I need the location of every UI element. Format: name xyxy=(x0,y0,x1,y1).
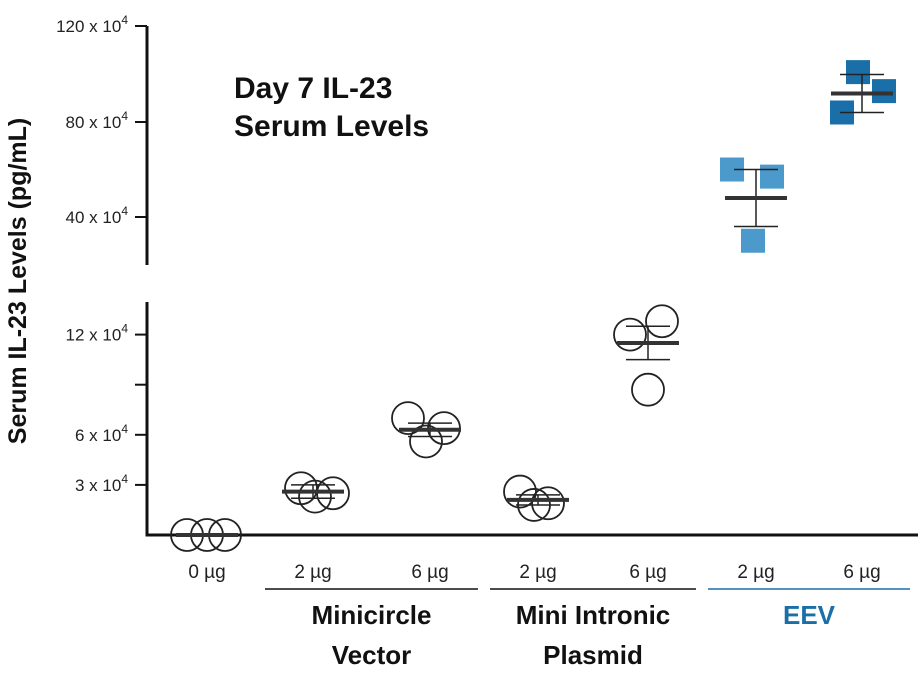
group-label-0-line-0: Minicircle xyxy=(312,600,432,630)
axes xyxy=(145,26,918,537)
x-category-label-3: 2 µg xyxy=(519,562,556,583)
x-category-label-0: 0 µg xyxy=(188,562,225,583)
series-group-5 xyxy=(720,157,787,253)
x-group-labels: Minicircle Vector Mini Intronic Plasmid EEV xyxy=(265,588,910,670)
x-category-labels: 0 µg 2 µg 6 µg 2 µg 6 µg 2 µg 6 µg xyxy=(188,562,880,583)
chart-title-line-1: Day 7 IL-23 xyxy=(234,72,392,105)
x-category-label-4: 6 µg xyxy=(629,562,666,583)
data-point-3-2 xyxy=(531,486,565,521)
y-tick-label-upper-2: 120 x 104 xyxy=(56,13,128,36)
group-label-1-line-1: Plasmid xyxy=(543,640,643,670)
chart-title: Day 7 IL-23 Serum Levels xyxy=(234,72,429,143)
y-tick-label-lower-1: 6 x 104 xyxy=(75,422,128,445)
series-group-0 xyxy=(170,518,242,552)
x-category-label-1: 2 µg xyxy=(294,562,331,583)
data-point-4-1 xyxy=(645,304,679,339)
y-tick-label-lower-0: 3 x 104 xyxy=(75,472,128,495)
series-group-2 xyxy=(391,401,461,459)
x-category-label-2: 6 µg xyxy=(411,562,448,583)
x-category-label-5: 2 µg xyxy=(737,562,774,583)
series-group-1 xyxy=(282,471,350,514)
series-group-3 xyxy=(503,474,569,522)
x-category-label-6: 6 µg xyxy=(843,562,880,583)
y-tick-label-upper-1: 80 x 104 xyxy=(66,109,129,132)
data-point-5-2 xyxy=(741,228,765,253)
chart-title-line-2: Serum Levels xyxy=(234,110,429,143)
series-group-6 xyxy=(830,60,896,125)
chart-marks xyxy=(170,60,896,552)
data-point-6-1 xyxy=(872,79,896,104)
y-axis-label: Serum IL-23 Levels (pg/mL) xyxy=(4,118,32,444)
data-point-4-2 xyxy=(631,372,665,407)
y-tick-label-lower-3: 12 x 104 xyxy=(66,322,129,345)
series-group-4 xyxy=(613,304,679,407)
data-point-5-1 xyxy=(760,164,784,189)
y-tick-label-upper-0: 40 x 104 xyxy=(66,204,129,227)
data-point-1-1 xyxy=(298,479,332,514)
data-point-6-0 xyxy=(846,60,870,85)
data-point-2-1 xyxy=(409,424,443,459)
group-label-2-line-0: EEV xyxy=(783,600,836,630)
data-point-2-0 xyxy=(391,401,425,436)
group-label-1-line-0: Mini Intronic xyxy=(516,600,671,630)
data-point-4-0 xyxy=(613,317,647,352)
y-ticks: 3 x 104 6 x 104 12 x 104 40 x 104 80 x 104 12… xyxy=(56,13,147,495)
group-label-0-line-1: Vector xyxy=(332,640,412,670)
